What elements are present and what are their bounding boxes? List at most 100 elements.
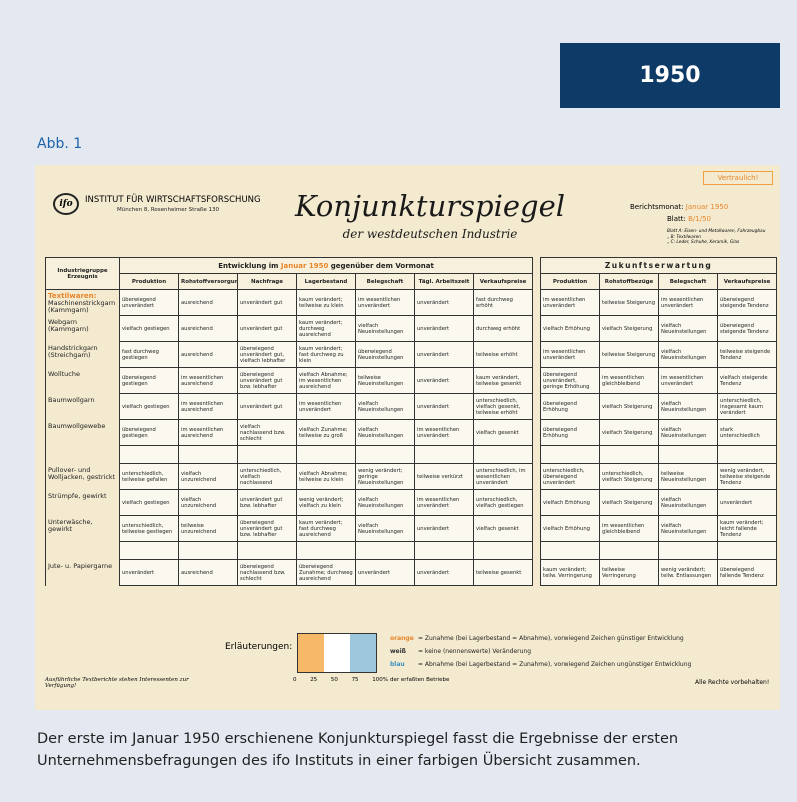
address: München 8, Rosenheimer Straße 130: [117, 207, 219, 213]
cell: im wesentlichen ausreichend: [179, 420, 238, 446]
cell: vielfach unzureichend: [179, 464, 238, 490]
row-label: Textilwaren:Maschinenstrickgarn (Kammgar…: [46, 290, 120, 316]
cell: überwiegend Neueinstellungen: [356, 342, 415, 368]
legend-entry: weiß= keine (nennenswerte) Veränderung: [390, 648, 770, 655]
cell: unterschiedlich, vielfach gestiegen: [474, 490, 533, 516]
future-header: Zukunftserwartung: [541, 258, 777, 274]
gap: [533, 368, 541, 394]
survey-table: Industriegruppe ErzeugnisEntwicklung im …: [45, 257, 777, 586]
cell: vielfach gestiegen: [120, 490, 179, 516]
gap: [533, 516, 541, 542]
cell: teilweise Neueinstellungen: [356, 368, 415, 394]
cell: teilweise gesenkt: [474, 560, 533, 586]
cell: unverändert: [718, 490, 777, 516]
cell: vielfach Neueinstellungen: [659, 420, 718, 446]
gap: [533, 394, 541, 420]
cell: teilweise Verringerung: [600, 560, 659, 586]
cell: überwiegend unverändert gut bzw. lebhaft…: [238, 516, 297, 542]
cell: teilweise steigende Tendenz: [718, 342, 777, 368]
gap: [533, 464, 541, 490]
cell: überwiegend gestiegen: [120, 420, 179, 446]
row-label: [46, 542, 120, 560]
scale-label: 0: [293, 677, 297, 683]
document-title: Konjunkturspiegel: [265, 189, 595, 223]
cell: vielfach Neueinstellungen: [356, 516, 415, 542]
cell: ausreichend: [179, 290, 238, 316]
cell: teilweise Steigerung: [600, 342, 659, 368]
row-label-text: Webgarn (Kammgarn): [48, 319, 117, 333]
cell: ausreichend: [179, 316, 238, 342]
row-label: Pullover- und Wolljacken, gestrickt: [46, 464, 120, 490]
row-label: Baumwollgarn: [46, 394, 120, 420]
cell: vielfach Erhöhung: [541, 490, 600, 516]
cell: durchweg erhöht: [474, 316, 533, 342]
column-header: Nachfrage: [238, 274, 297, 290]
cell: unterschiedlich, teilweise gestiegen: [120, 516, 179, 542]
column-header: Rohstoffversorgung: [179, 274, 238, 290]
row-label-text: Jute- u. Papiergarne: [48, 563, 117, 570]
cell: vielfach Erhöhung: [541, 516, 600, 542]
cell: überwiegend nachlassend bzw. schlecht: [238, 560, 297, 586]
cell: [533, 542, 541, 560]
cell: [718, 446, 777, 464]
dev-suffix: gegenüber dem Vormonat: [331, 262, 434, 270]
cell: [659, 446, 718, 464]
stamp: Vertraulich!: [703, 171, 773, 185]
legend-title: Erläuterungen:: [225, 642, 292, 652]
dev-month: Januar 1950: [281, 262, 328, 270]
row-label-text: Handstrickgarn (Streichgarn): [48, 345, 117, 359]
table-row: Wolltucheüberwiegend gestiegenim wesentl…: [46, 368, 777, 394]
cell: im wesentlichen unverändert: [659, 368, 718, 394]
cell: vielfach Abnahme; teilweise zu klein: [297, 464, 356, 490]
cell: [718, 542, 777, 560]
cell: unverändert gut: [238, 394, 297, 420]
cell: [474, 542, 533, 560]
gap: [533, 490, 541, 516]
row-label: Wolltuche: [46, 368, 120, 394]
cell: [297, 446, 356, 464]
gap: [533, 342, 541, 368]
cell: ausreichend: [179, 560, 238, 586]
cell: [659, 542, 718, 560]
legend-entry: orange= Zunahme (bei Lagerbestand = Abna…: [390, 635, 770, 642]
cell: unterschiedlich, teilweise gefallen: [120, 464, 179, 490]
cell: vielfach Neueinstellungen: [356, 316, 415, 342]
cell: vielfach Steigerung: [600, 394, 659, 420]
page: 1950 Abb. 1 ifo INSTITUT FÜR WIRTSCHAFTS…: [0, 0, 797, 802]
cell: vielfach Neueinstellungen: [659, 316, 718, 342]
cell: überwiegend Erhöhung: [541, 420, 600, 446]
cell: vielfach gesenkt: [474, 420, 533, 446]
sheet-note: Blatt A: Eisen- und Metallwaren, Fahrzeu…: [667, 229, 765, 235]
cell: [179, 446, 238, 464]
sheet: B/1/50: [688, 215, 711, 223]
cell: kaum verändert; durchweg ausreichend: [297, 316, 356, 342]
cell: vielfach Steigerung: [600, 490, 659, 516]
cell: unterschiedlich, überwiegend unverändert: [541, 464, 600, 490]
gap: [533, 274, 541, 290]
cell: im wesentlichen unverändert: [659, 290, 718, 316]
scale-label: 25: [310, 677, 317, 683]
cell: im wesentlichen unverändert: [297, 394, 356, 420]
sheet-note: „ C: Leder, Schuhe, Keramik, Glas: [667, 240, 765, 246]
column-header: Verkaufspreise: [474, 274, 533, 290]
cell: stark unterschiedlich: [718, 420, 777, 446]
cell: vielfach Neueinstellungen: [356, 490, 415, 516]
cell: vielfach nachlassend bzw. schlecht: [238, 420, 297, 446]
report-month-label: Berichtsmonat:: [630, 203, 684, 211]
cell: [541, 446, 600, 464]
legend-key: orange: [390, 635, 418, 642]
cell: überwiegend unverändert, geringe Erhöhun…: [541, 368, 600, 394]
cell: unterschiedlich, insgesamt kaum veränder…: [718, 394, 777, 420]
cell: [533, 446, 541, 464]
scale-note: der erfaßten Betriebe: [390, 677, 449, 683]
row-label: Strümpfe, gewirkt: [46, 490, 120, 516]
cell: unterschiedlich, vielfach Steigerung: [600, 464, 659, 490]
year-badge: 1950: [560, 43, 780, 108]
group-header: Industriegruppe Erzeugnis: [46, 258, 120, 290]
cell: überwiegend Zunahme; durchweg ausreichen…: [297, 560, 356, 586]
gap: [533, 290, 541, 316]
cell: [600, 542, 659, 560]
